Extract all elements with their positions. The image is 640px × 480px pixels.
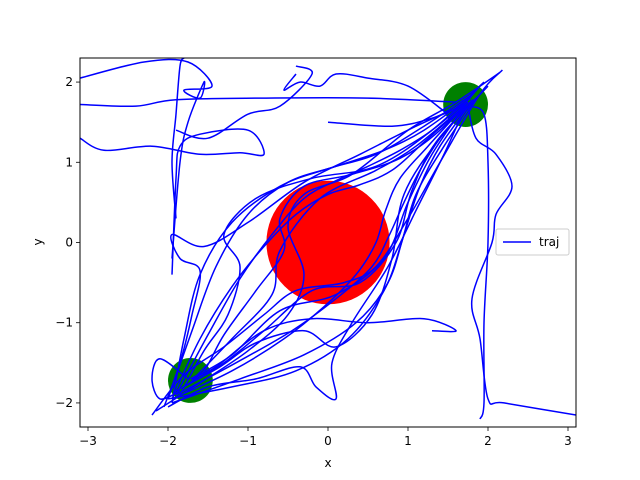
x-tick-label: −3 xyxy=(79,434,97,448)
y-tick-label: 1 xyxy=(65,155,73,169)
trajectory-line-7 xyxy=(167,97,477,400)
trajectory-line-20 xyxy=(80,96,457,108)
trajectory-line-18 xyxy=(327,103,466,128)
trajectory-line-17 xyxy=(167,105,467,408)
trajectory-line-23 xyxy=(80,58,213,259)
trajectory-line-8 xyxy=(191,103,467,382)
obstacle-circle-0 xyxy=(266,180,390,305)
y-axis-label: y xyxy=(31,238,45,245)
plot-area xyxy=(80,58,576,420)
trajectory-line-4 xyxy=(171,101,469,400)
trajectory-line-26 xyxy=(467,105,490,420)
trajectory-line-27 xyxy=(191,317,457,380)
trajectory-line-19 xyxy=(283,72,449,115)
trajectory-line-5 xyxy=(175,99,473,396)
y-tick-label: −1 xyxy=(55,316,73,330)
x-tick-label: 1 xyxy=(404,434,412,448)
x-axis-ticks: −3 −2 −1 0 1 2 3 xyxy=(79,427,572,448)
trajectory-line-25 xyxy=(467,105,576,416)
trajectory-line-13 xyxy=(175,85,489,392)
trajectory-layer xyxy=(80,58,576,420)
legend: traj xyxy=(495,228,570,256)
x-tick-label: 0 xyxy=(324,434,332,448)
trajectory-line-12 xyxy=(179,81,485,396)
x-tick-label: −1 xyxy=(239,434,257,448)
trajectory-line-28 xyxy=(151,358,189,400)
trajectory-line-21 xyxy=(80,128,265,275)
y-tick-label: 2 xyxy=(65,75,73,89)
obstacles-layer xyxy=(168,82,488,403)
y-tick-label: −2 xyxy=(55,396,73,410)
x-tick-label: 3 xyxy=(564,434,572,448)
trajectory-line-3 xyxy=(171,93,473,404)
y-axis-ticks: −2 −1 0 1 2 xyxy=(55,75,80,410)
x-tick-label: −2 xyxy=(159,434,177,448)
trajectory-line-14 xyxy=(151,69,503,416)
trajectory-line-16 xyxy=(163,103,465,408)
x-axis-label: x xyxy=(324,456,331,470)
trajectory-line-0 xyxy=(171,103,467,400)
x-tick-label: 2 xyxy=(484,434,492,448)
legend-box xyxy=(495,228,570,256)
y-tick-label: 0 xyxy=(65,236,73,250)
trajectory-line-24 xyxy=(175,65,313,140)
trajectory-line-1 xyxy=(175,97,471,396)
legend-label-traj: traj xyxy=(539,235,559,249)
trajectory-line-10 xyxy=(183,85,481,388)
